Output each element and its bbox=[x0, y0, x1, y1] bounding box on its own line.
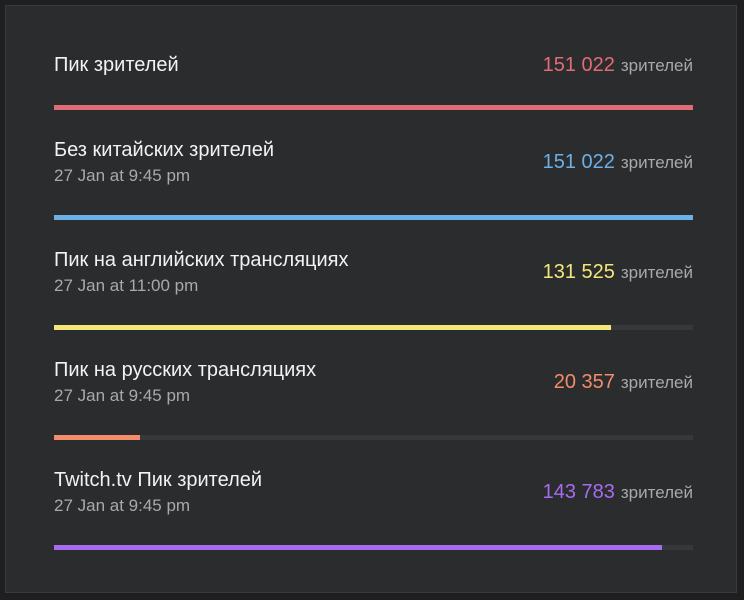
stat-date: 27 Jan at 9:45 pm bbox=[54, 166, 191, 185]
stat-unit: зрителей bbox=[620, 373, 693, 392]
stat-unit: зрителей bbox=[620, 263, 693, 282]
stat-english-streams: Пик на английских трансляциях 27 Jan at … bbox=[54, 246, 693, 346]
stat-title: Пик зрителей bbox=[54, 54, 179, 76]
stat-number: 20 357 bbox=[553, 371, 615, 393]
stat-value: 151 022 зрителей bbox=[543, 150, 693, 176]
stat-bar-track bbox=[54, 435, 693, 440]
stat-title: Пик на русских трансляциях bbox=[54, 359, 317, 381]
stat-title: Twitch.tv Пик зрителей bbox=[54, 469, 263, 491]
stat-bar-track bbox=[54, 325, 693, 330]
stat-value: 20 357 зрителей bbox=[554, 370, 693, 396]
stat-bar-track bbox=[54, 215, 693, 220]
stat-value: 131 525 зрителей bbox=[543, 260, 693, 286]
stat-unit: зрителей bbox=[620, 153, 693, 172]
stat-date: 27 Jan at 9:45 pm bbox=[54, 386, 191, 405]
stat-title: Без китайских зрителей bbox=[54, 139, 274, 161]
stat-value: 143 783 зрителей bbox=[543, 480, 693, 506]
stat-twitch-peak: Twitch.tv Пик зрителей 27 Jan at 9:45 pm… bbox=[54, 466, 693, 566]
stat-bar-fill bbox=[54, 325, 611, 330]
stat-bar-fill bbox=[54, 545, 663, 550]
stat-russian-streams: Пик на русских трансляциях 27 Jan at 9:4… bbox=[54, 356, 693, 456]
stat-bar-fill bbox=[54, 105, 693, 110]
stat-number: 131 525 bbox=[542, 261, 615, 283]
stat-date: 27 Jan at 9:45 pm bbox=[54, 496, 191, 515]
stat-number: 143 783 bbox=[542, 481, 615, 503]
stat-bar-fill bbox=[54, 435, 141, 440]
stat-peak-viewers: Пик зрителей 151 022 зрителей bbox=[54, 48, 693, 148]
stat-number: 151 022 bbox=[542, 151, 615, 173]
viewer-stats-panel: Пик зрителей 151 022 зрителей Без китайск… bbox=[5, 5, 737, 593]
stat-bar-track bbox=[54, 105, 693, 110]
stat-number: 151 022 bbox=[542, 54, 615, 76]
stat-unit: зрителей bbox=[620, 56, 693, 75]
stat-bar-track bbox=[54, 545, 693, 550]
stat-date: 27 Jan at 11:00 pm bbox=[54, 276, 199, 295]
stat-bar-fill bbox=[54, 215, 693, 220]
stat-unit: зрителей bbox=[620, 483, 693, 502]
stat-without-chinese: Без китайских зрителей 27 Jan at 9:45 pm… bbox=[54, 136, 693, 236]
stat-value: 151 022 зрителей bbox=[543, 53, 693, 79]
stat-title: Пик на английских трансляциях bbox=[54, 249, 349, 271]
